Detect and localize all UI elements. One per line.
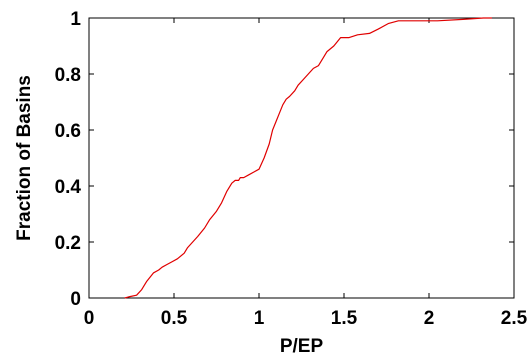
x-tick-label: 1 (254, 308, 265, 329)
y-tick-label: 0.8 (55, 65, 81, 86)
y-tick-label: 0.6 (55, 121, 81, 142)
y-tick-label: 0.2 (55, 233, 81, 254)
x-tick-label: 0 (84, 308, 95, 329)
x-axis-label: P/EP (280, 336, 324, 356)
plot-area-border (88, 17, 515, 299)
y-axis-ticks: 0 0.2 0.4 0.6 0.8 1 (55, 9, 514, 310)
x-tick-label: 0.5 (161, 308, 188, 329)
x-axis-ticks: 0 0.5 1 1.5 2 2.5 (84, 18, 528, 329)
cdf-series-line (124, 17, 492, 299)
y-tick-label: 0.4 (55, 177, 82, 198)
plot-frame (88, 17, 515, 299)
x-tick-label: 2 (424, 308, 435, 329)
x-tick-label: 2.5 (501, 308, 528, 329)
y-axis-label: Fraction of Basins (14, 75, 35, 241)
series-layer (124, 17, 492, 299)
x-tick-label: 1.5 (331, 308, 358, 329)
y-tick-label: 1 (70, 9, 81, 30)
y-tick-label: 0 (70, 289, 81, 310)
